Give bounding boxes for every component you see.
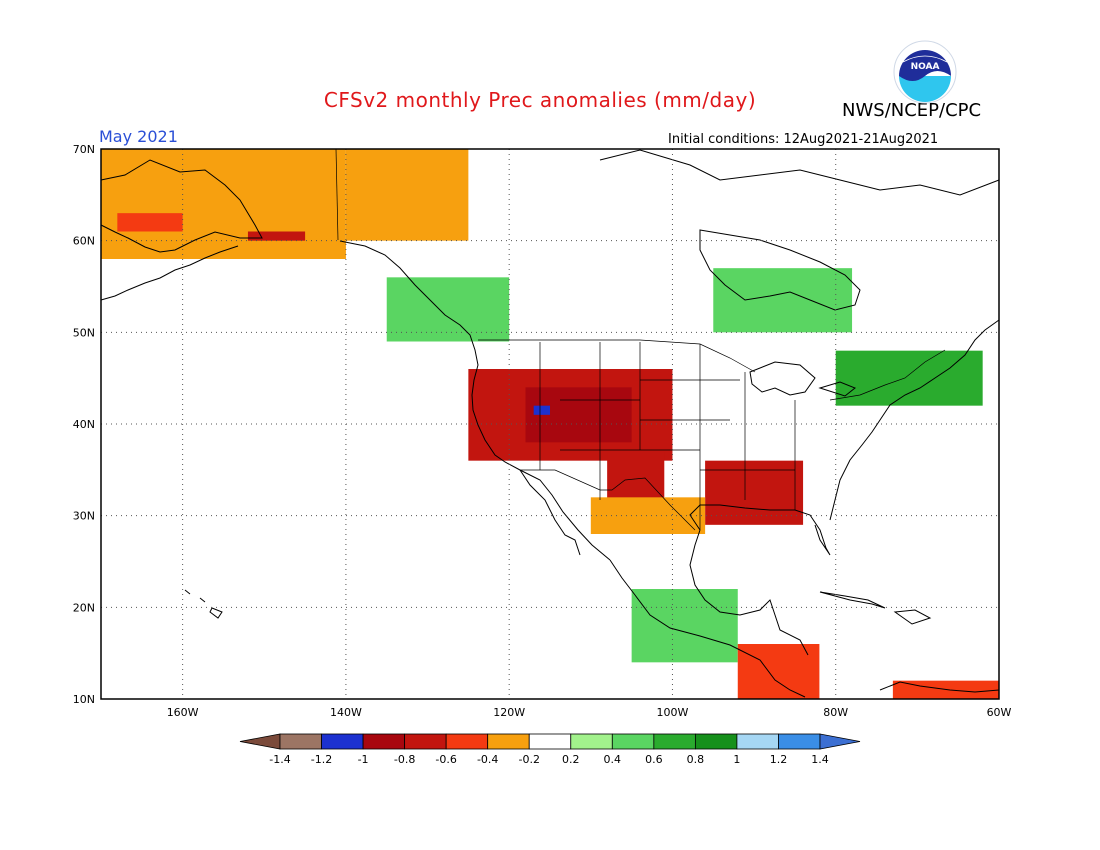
latitude-labels: 70N 60N 50N 40N 30N 20N 10N [73,143,95,706]
map-frame [100,148,1000,700]
pacific-nw-coast [339,240,611,561]
anomaly-region-2 [533,405,550,415]
mexico-gulf-coast [689,529,809,656]
political-borders [335,148,946,531]
cuba-coast [819,591,886,609]
colorbar-swatch [279,733,322,750]
colorbar-label: -0.6 [435,753,456,766]
colorbar-swatch [736,733,779,750]
anomaly-region-13 [737,644,820,699]
colorbar-swatch [611,733,655,750]
graticule [101,149,999,699]
arctic-islands [599,149,1000,196]
colorbar-label: -0.8 [394,753,415,766]
colorbar-swatch [362,733,406,750]
us-mexico-border [520,469,696,531]
lat-label: 10N [73,693,95,706]
colorbar-label: -1 [358,753,369,766]
anomaly-region-11 [835,350,983,406]
baja-coast [519,469,581,556]
lon-label: 80W [823,706,848,719]
longitude-labels: 160W 140W 120W 100W 80W 60W [167,706,1012,719]
colorbar-swatch [445,733,489,750]
colorbar-swatch [528,733,572,750]
anomaly-region-7 [345,149,469,241]
anomaly-region-5 [590,497,706,534]
colorbar-swatch [321,733,364,750]
lat-label: 20N [73,601,95,614]
colorbar-label: 0.2 [562,753,580,766]
alaska-coast [100,159,263,253]
mexico-pacific-coast [609,559,806,698]
agency-label: NWS/NCEP/CPC [842,100,982,121]
colorbar: -1.4 -1.2 -1 -0.8 -0.6 -0.4 -0.2 0.2 0.4 0.6 0.8 1 1… [239,733,861,766]
alaska-canada-border [335,148,339,241]
colorbar-label: -1.4 [269,753,290,766]
aleutian-coast [100,245,239,301]
anomaly-region-12 [631,589,738,663]
colorbar-label: 0.8 [687,753,705,766]
coastlines [100,149,1000,698]
colorbar-swatch [653,733,696,750]
noaa-logo: NOAA [893,40,957,104]
lon-label: 100W [657,706,689,719]
colorbar-swatch [694,733,738,750]
lon-label: 160W [167,706,199,719]
valid-month-label: May 2021 [99,127,178,146]
anomaly-region-4 [705,460,804,525]
atlantic-coast [829,319,1000,521]
lat-label: 50N [73,326,95,339]
colorbar-swatch [487,733,530,750]
anomaly-region-9 [247,231,306,241]
colorbar-swatch [570,733,613,750]
anomaly-field [101,149,999,699]
colorbar-swatch [404,733,447,750]
colorbar-label: 1.4 [811,753,829,766]
anomaly-region-1 [525,387,632,443]
colorbar-swatch [778,733,821,750]
great-lakes [749,361,856,397]
lat-label: 30N [73,510,95,523]
us-canada-east-border [829,349,946,401]
lat-label: 70N [73,143,95,156]
chart-title: CFSv2 monthly Prec anomalies (mm/day) [323,88,757,112]
colorbar-min-arrow [239,733,281,750]
anomaly-region-8 [117,213,183,232]
lon-label: 60W [987,706,1012,719]
lon-label: 140W [330,706,362,719]
logo-text: NOAA [911,62,940,72]
us-canada-border [478,339,756,373]
anomaly-region-6 [101,149,346,259]
colorbar-label: -1.2 [311,753,332,766]
colorbar-label: 1 [733,753,740,766]
colorbar-label: 0.4 [604,753,622,766]
anomaly-region-10 [713,268,853,333]
south-america-coast [879,681,1000,693]
initial-conditions-label: Initial conditions: 12Aug2021-21Aug2021 [668,132,939,147]
colorbar-label: -0.2 [518,753,539,766]
colorbar-label: -0.4 [477,753,498,766]
hudson-bay [699,229,861,311]
colorbar-max-arrow [819,733,861,750]
colorbar-label: 1.2 [770,753,788,766]
anomaly-region-15 [386,277,510,342]
colorbar-label: 0.6 [645,753,663,766]
hispaniola-coast [893,609,932,625]
lat-label: 60N [73,235,95,248]
lon-label: 120W [493,706,525,719]
hawaii [184,589,223,619]
lat-label: 40N [73,418,95,431]
state-lines [539,342,796,530]
